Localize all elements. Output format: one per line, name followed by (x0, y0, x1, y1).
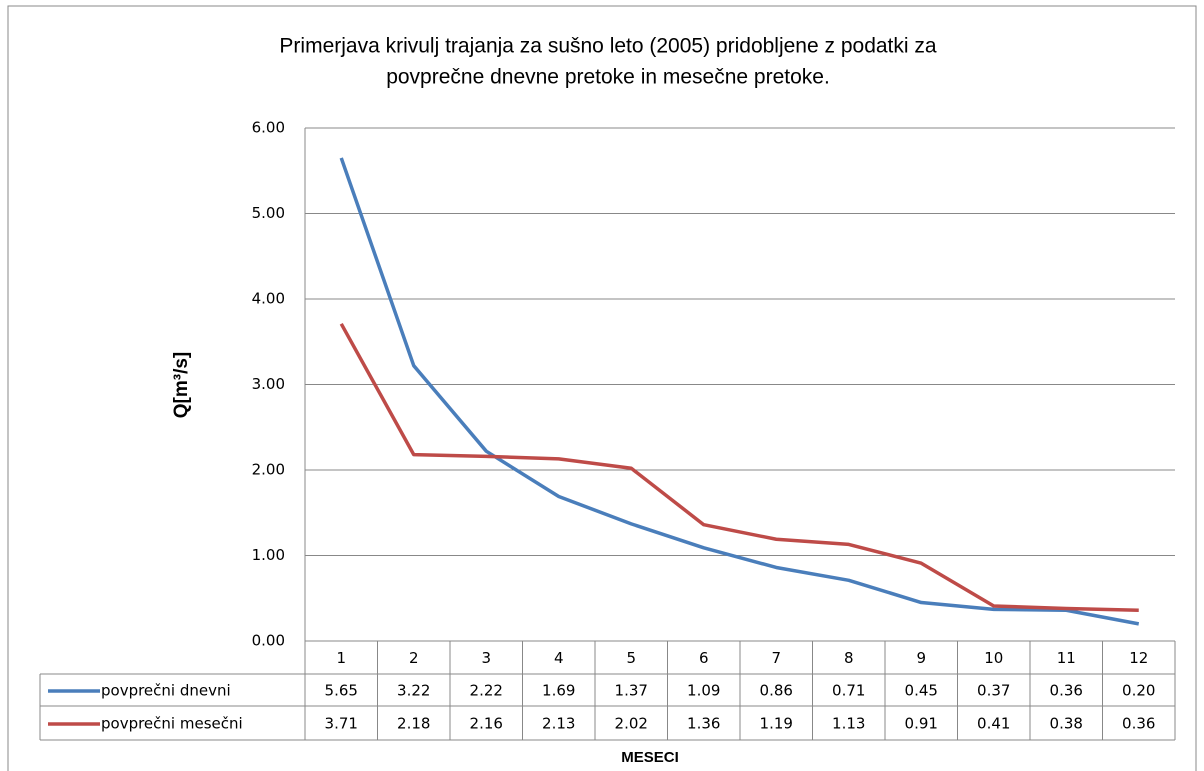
y-tick-label: 4.00 (252, 290, 285, 308)
series-line (339, 322, 1139, 612)
y-tick-label: 1.00 (252, 546, 285, 564)
table-value: 0.36 (1050, 682, 1083, 700)
x-tick-label: 12 (1129, 649, 1148, 667)
table-value: 0.36 (1122, 715, 1155, 733)
x-tick-label: 2 (409, 649, 419, 667)
legend-label: povprečni mesečni (101, 715, 243, 733)
table-value: 2.02 (615, 715, 648, 733)
x-tick-label: 8 (844, 649, 854, 667)
table-value: 0.86 (760, 682, 793, 700)
legend-label: povprečni dnevni (101, 682, 231, 700)
x-tick-label: 6 (699, 649, 709, 667)
y-tick-label: 0.00 (252, 632, 285, 650)
table-value: 1.36 (687, 715, 720, 733)
table-value: 0.41 (977, 715, 1010, 733)
table-value: 3.22 (397, 682, 430, 700)
y-tick-label: 3.00 (252, 375, 285, 393)
table-value: 3.71 (325, 715, 358, 733)
table-value: 0.71 (832, 682, 865, 700)
y-tick-label: 6.00 (252, 119, 285, 137)
y-axis-label: Q[m³/s] (171, 352, 192, 419)
chart-title: Primerjava krivulj trajanja za sušno let… (279, 35, 936, 58)
x-tick-label: 3 (481, 649, 491, 667)
table-value: 0.38 (1050, 715, 1083, 733)
x-tick-label: 4 (554, 649, 564, 667)
table-value: 2.13 (542, 715, 575, 733)
table-value: 2.22 (470, 682, 503, 700)
table-value: 2.16 (470, 715, 503, 733)
x-tick-label: 10 (984, 649, 1003, 667)
series-line (339, 157, 1140, 626)
table-value: 5.65 (325, 682, 358, 700)
chart-title: povprečne dnevne pretoke in mesečne pret… (386, 66, 830, 89)
table-value: 1.69 (542, 682, 575, 700)
table-value: 2.18 (397, 715, 430, 733)
table-value: 0.45 (905, 682, 938, 700)
y-tick-label: 5.00 (252, 204, 285, 222)
x-tick-label: 7 (771, 649, 781, 667)
table-value: 1.37 (615, 682, 648, 700)
x-axis-label: MESECI (621, 749, 679, 766)
table-value: 1.09 (687, 682, 720, 700)
x-tick-label: 9 (916, 649, 926, 667)
table-value: 0.20 (1122, 682, 1155, 700)
table-value: 1.19 (760, 715, 793, 733)
table-value: 0.91 (905, 715, 938, 733)
chart-border (7, 5, 1197, 771)
table-value: 0.37 (977, 682, 1010, 700)
y-tick-label: 2.00 (252, 461, 285, 479)
table-value: 1.13 (832, 715, 865, 733)
x-tick-label: 1 (336, 649, 346, 667)
x-tick-label: 11 (1057, 649, 1076, 667)
x-tick-label: 5 (626, 649, 636, 667)
